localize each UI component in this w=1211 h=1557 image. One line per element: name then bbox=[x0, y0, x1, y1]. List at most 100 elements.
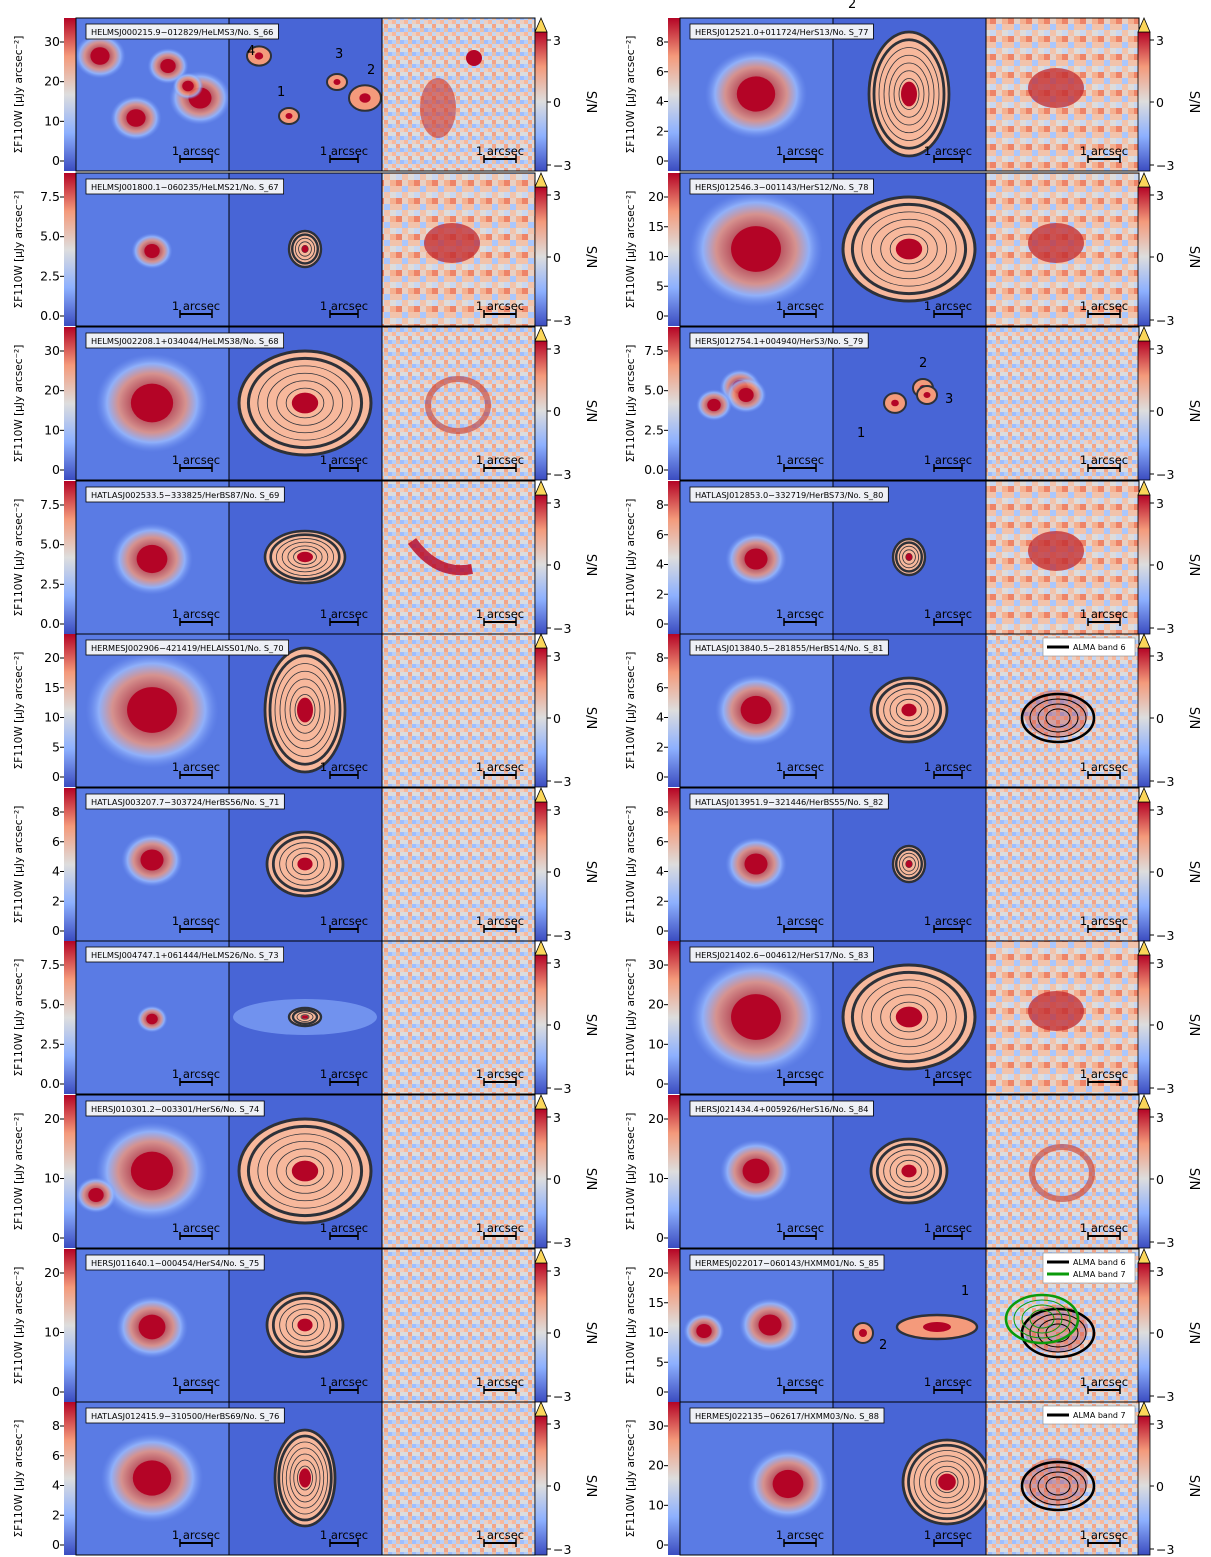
y-tick-label: 0 bbox=[52, 153, 60, 168]
colorbar-label: S/N bbox=[583, 1168, 598, 1190]
y-tick-label: 30 bbox=[44, 343, 60, 358]
y-tick-label: 5.0 bbox=[40, 229, 60, 244]
colorbar-tick-label: 0 bbox=[1156, 1479, 1164, 1494]
y-tick-label: 10 bbox=[44, 1325, 60, 1340]
y-tick-label: 20 bbox=[44, 1111, 60, 1126]
y-tick-label: 6 bbox=[656, 64, 664, 79]
sn-colorbar bbox=[1137, 1108, 1151, 1249]
panel-title-box bbox=[85, 639, 289, 656]
colorbar-tick-label: −3 bbox=[553, 313, 571, 328]
panel-row: HERSJ021402.6−004612/HerS17/No. S_83 1 ar… bbox=[625, 939, 1201, 1096]
model-core bbox=[297, 1318, 313, 1332]
image-label: 2 bbox=[879, 1338, 887, 1353]
residual-feature bbox=[420, 78, 456, 138]
colorbar-label: S/N bbox=[583, 400, 598, 422]
residual-background bbox=[382, 634, 535, 787]
y-tick-label: 0 bbox=[656, 1076, 664, 1091]
alma-contour bbox=[1020, 1460, 1096, 1512]
y-tick-label: 8 bbox=[656, 497, 664, 512]
scalebar-label: 1 arcsec bbox=[172, 1067, 220, 1081]
model-contour bbox=[893, 70, 925, 118]
model-contour bbox=[271, 1296, 339, 1354]
colorbar-extend-arrow bbox=[534, 1400, 548, 1417]
y-tick-label: 30 bbox=[44, 34, 60, 49]
model-contour bbox=[875, 681, 943, 739]
scalebar-label: 1 arcsec bbox=[924, 1528, 972, 1542]
y-tick-label: 7.5 bbox=[644, 343, 664, 358]
colorbar-tick-label: 3 bbox=[553, 1264, 561, 1279]
y-axis-label: ΣF110W [μJy arcsec⁻²] bbox=[625, 36, 637, 154]
y-axis-label: ΣF110W [μJy arcsec⁻²] bbox=[13, 652, 25, 770]
colorbar-tick-label: 3 bbox=[553, 649, 561, 664]
colorbar-tick-label: −3 bbox=[553, 774, 571, 789]
model-contour bbox=[291, 1009, 319, 1025]
y-axis-label: ΣF110W [μJy arcsec⁻²] bbox=[625, 191, 637, 309]
model-core bbox=[923, 392, 931, 398]
colorbar-tick-label: 0 bbox=[553, 1018, 561, 1033]
panel-row: HERSJ012521.0+011724/HerS13/No. S_77 2 1 a… bbox=[625, 0, 1201, 173]
residual-background bbox=[382, 1249, 535, 1402]
panel-title: HERSJ012754.1+004940/HerS3/No. S_79 bbox=[695, 336, 863, 346]
colorbar-extend-arrow bbox=[534, 171, 548, 188]
source-core bbox=[744, 853, 768, 875]
panel-title: HERMESJ022017−060143/HXMM01/No. S_85 bbox=[695, 1258, 879, 1268]
model-core bbox=[905, 860, 913, 868]
colorbar-tick-label: 0 bbox=[1156, 250, 1164, 265]
y-tick-label: 20 bbox=[648, 997, 664, 1012]
sn-colorbar bbox=[534, 1415, 548, 1556]
alma-legend bbox=[1042, 637, 1136, 657]
colorbar-tick-label: 3 bbox=[1156, 649, 1164, 664]
colorbar-label: S/N bbox=[1186, 1475, 1201, 1497]
colorbar-tick-label: −3 bbox=[553, 158, 571, 173]
y-tick-label: 0 bbox=[52, 1230, 60, 1245]
colorbar-tick-label: −3 bbox=[1156, 313, 1174, 328]
y-tick-label: 2 bbox=[656, 123, 664, 138]
y-tick-label: 10 bbox=[648, 1036, 664, 1051]
model-contour bbox=[935, 1471, 959, 1493]
colorbar-label: S/N bbox=[583, 246, 598, 268]
scalebar-label: 1 arcsec bbox=[476, 760, 524, 774]
colorbar-tick-label: 0 bbox=[553, 404, 561, 419]
scalebar-label: 1 arcsec bbox=[476, 607, 524, 621]
image-colorstrip bbox=[64, 634, 76, 787]
colorbar-tick-label: 0 bbox=[1156, 558, 1164, 573]
colorbar-extend-arrow bbox=[1137, 479, 1151, 496]
colorbar-tick-label: −3 bbox=[553, 1235, 571, 1250]
model-contour bbox=[919, 1455, 975, 1509]
residual-background bbox=[382, 327, 535, 480]
colorbar-tick-label: −3 bbox=[553, 928, 571, 943]
scalebar-label: 1 arcsec bbox=[924, 914, 972, 928]
panel-row: HERSJ021434.4+005926/HerS16/No. S_84 1 ar… bbox=[625, 1093, 1201, 1250]
scalebar-label: 1 arcsec bbox=[172, 453, 220, 467]
sn-colorbar bbox=[1137, 494, 1151, 635]
residual-feature bbox=[466, 50, 482, 66]
residual-feature bbox=[1028, 68, 1084, 108]
colorbar-extend-arrow bbox=[534, 1093, 548, 1110]
model-contour bbox=[902, 856, 916, 872]
scalebar-label: 1 arcsec bbox=[172, 1375, 220, 1389]
image-label: 1 bbox=[277, 85, 285, 100]
y-tick-label: 2 bbox=[656, 893, 664, 908]
model-contour bbox=[850, 202, 968, 296]
colorbar-tick-label: 3 bbox=[553, 1110, 561, 1125]
colorbar-tick-label: 0 bbox=[553, 1479, 561, 1494]
model-core bbox=[299, 1468, 311, 1488]
y-axis-label: ΣF110W [μJy arcsec⁻²] bbox=[625, 806, 637, 924]
model-contour bbox=[284, 678, 326, 742]
image-colorstrip bbox=[64, 327, 76, 480]
scalebar-label: 1 arcsec bbox=[476, 914, 524, 928]
model-core bbox=[359, 93, 371, 103]
alma-contour bbox=[1029, 1466, 1087, 1506]
y-tick-label: 5.0 bbox=[40, 537, 60, 552]
scalebar-label: 1 arcsec bbox=[776, 299, 824, 313]
scalebar-label: 1 arcsec bbox=[172, 1528, 220, 1542]
model-contour bbox=[889, 233, 929, 265]
y-axis-label: ΣF110W [μJy arcsec⁻²] bbox=[625, 1420, 637, 1538]
panel-title-box bbox=[689, 946, 874, 963]
residual-background bbox=[986, 634, 1139, 787]
y-tick-label: 6 bbox=[656, 680, 664, 695]
alma-contour bbox=[1021, 1304, 1063, 1334]
y-tick-label: 6 bbox=[52, 1448, 60, 1463]
y-tick-label: 20 bbox=[44, 1265, 60, 1280]
panel-row: HATLASJ002533.5−333825/HerBS87/No. S_69 1… bbox=[13, 479, 598, 636]
